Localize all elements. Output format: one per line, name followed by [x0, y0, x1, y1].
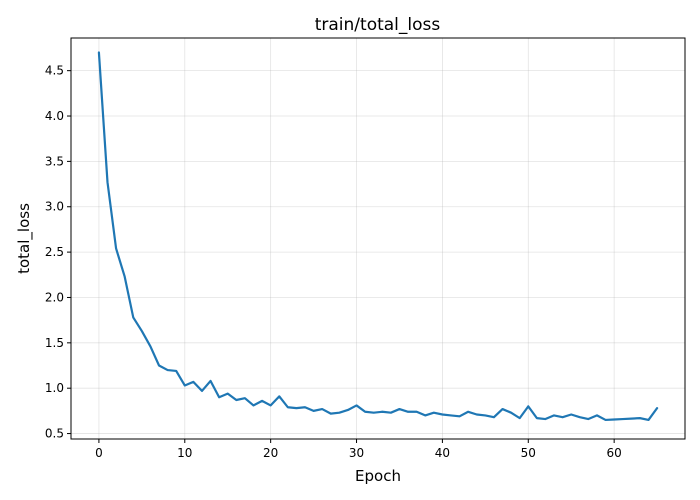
- x-tick-label: 0: [95, 446, 103, 460]
- y-axis-label: total_loss: [15, 203, 34, 274]
- y-tick-label: 4.0: [45, 109, 64, 123]
- y-tick-label: 3.5: [45, 154, 64, 168]
- y-tick-label: 3.0: [45, 200, 64, 214]
- y-tick-label: 0.5: [45, 427, 64, 441]
- grid: [71, 38, 685, 439]
- chart-title: train/total_loss: [315, 15, 441, 35]
- x-tick-label: 20: [263, 446, 278, 460]
- x-axis: 0 10 20 30 40 50 60: [95, 439, 622, 460]
- y-axis: 0.5 1.0 1.5 2.0 2.5 3.0 3.5 4.0 4.5: [45, 64, 71, 441]
- x-tick-label: 60: [607, 446, 622, 460]
- y-tick-label: 2.5: [45, 245, 64, 259]
- series-layer: [97, 51, 659, 422]
- x-tick-label: 40: [435, 446, 450, 460]
- x-tick-label: 30: [349, 446, 364, 460]
- x-tick-label: 10: [177, 446, 192, 460]
- plot-frame: [70, 37, 686, 440]
- y-tick-label: 1.5: [45, 336, 64, 350]
- y-tick-label: 4.5: [45, 64, 64, 78]
- y-tick-label: 2.0: [45, 290, 64, 304]
- y-tick-label: 1.0: [45, 381, 64, 395]
- loss-series-line: [97, 51, 659, 422]
- x-axis-label: Epoch: [355, 467, 401, 485]
- x-tick-label: 50: [521, 446, 536, 460]
